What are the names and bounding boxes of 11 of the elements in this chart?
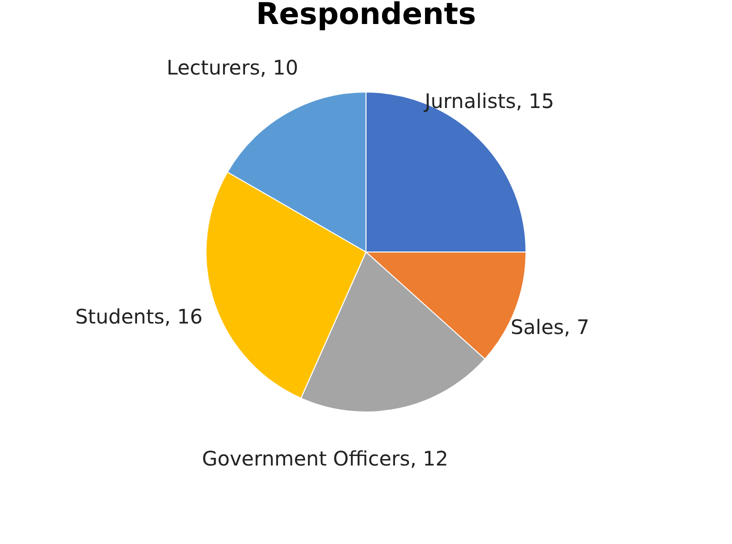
slice-label: Sales	[510, 314, 564, 339]
slice-label: Lecturers	[166, 55, 260, 80]
data-label: , 10	[260, 55, 298, 80]
slice-label: Students	[75, 304, 164, 329]
slice-label: Government Officers	[202, 446, 410, 470]
data-label: , 16	[164, 304, 203, 329]
chart-title: Respondents	[256, 0, 476, 32]
slice-label: Jurnalists	[422, 89, 516, 114]
data-label: , 7	[564, 314, 590, 339]
data-label: , 12	[410, 446, 448, 470]
data-label: , 15	[516, 89, 554, 114]
